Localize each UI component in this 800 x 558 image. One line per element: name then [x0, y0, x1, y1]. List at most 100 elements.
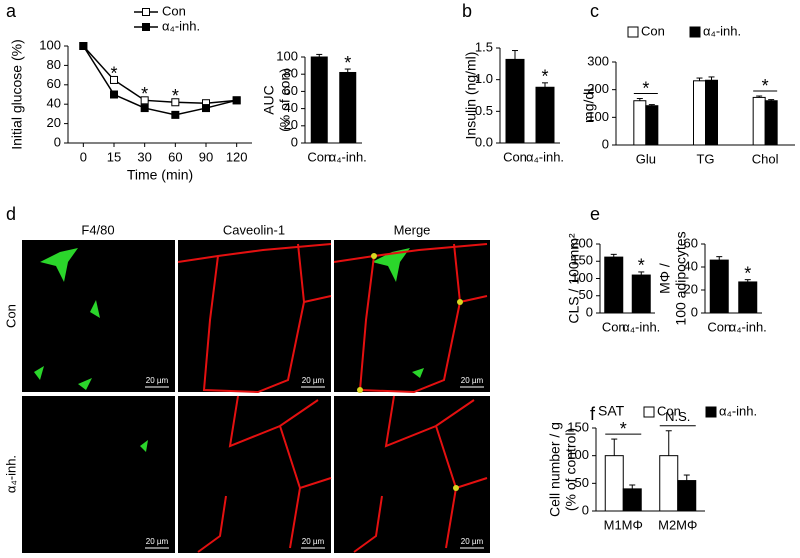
x-tick-label: M2MΦ [658, 517, 697, 532]
line [82, 45, 237, 104]
marker [171, 98, 180, 107]
line [82, 45, 237, 116]
y-tick-label: 150 [567, 419, 589, 434]
annotation: * [541, 67, 548, 87]
legend-swatch [705, 406, 717, 418]
annotation: * [744, 263, 751, 283]
bar [505, 58, 525, 144]
legend-label: Con [641, 23, 665, 38]
x-tick-label: 120 [226, 149, 248, 164]
y-axis-label: AUC [261, 85, 277, 115]
scale-bar-label: 20 µm [302, 376, 325, 385]
x-tick-label: Con [602, 319, 626, 334]
scale-bar-label: 20 µm [461, 537, 484, 546]
y-tick-label: 0.5 [475, 103, 493, 118]
y-axis-label: Cell number / g [547, 422, 563, 517]
row-label: α₄-inh. [3, 455, 18, 493]
y-tick-label: 0 [582, 502, 589, 517]
error-bar [542, 82, 548, 88]
legend-marker [142, 23, 150, 31]
bar [659, 455, 679, 512]
panel-label: a [6, 1, 17, 21]
legend-label: α₄-inh. [703, 23, 741, 38]
x-tick-label: M1MΦ [604, 517, 643, 532]
annotation: * [638, 256, 645, 276]
bar [677, 480, 697, 512]
error-bar [696, 77, 703, 81]
y-axis-label: mg/dL [581, 84, 597, 123]
column-header: Merge [394, 222, 431, 237]
error-bar [756, 95, 763, 98]
marker [202, 104, 210, 113]
error-bar [648, 104, 655, 106]
y-tick-label: 100 [276, 48, 298, 63]
merge-overlap [357, 253, 463, 491]
y-tick-label: 0.0 [475, 134, 493, 149]
error-bar [683, 474, 690, 481]
annotation: * [762, 76, 769, 96]
error-bar [610, 253, 617, 258]
y-tick-label: 100 [39, 37, 61, 52]
y-tick-label: 0 [54, 134, 61, 149]
bar [622, 488, 642, 512]
bar [339, 71, 357, 144]
chart-title: SAT [598, 403, 625, 419]
y-tick-label: 100 [567, 447, 589, 462]
bar [738, 281, 758, 314]
y-tick-label: 40 [47, 96, 61, 111]
legend-label: α₄-inh. [719, 403, 757, 418]
bar [633, 100, 647, 146]
y-tick-label: 60 [47, 76, 61, 91]
bar [645, 105, 659, 146]
panel-label: d [6, 204, 16, 224]
bar [752, 96, 766, 146]
x-tick-label: Chol [752, 151, 779, 166]
bar [764, 100, 778, 146]
y-tick-label: 200 [587, 81, 609, 96]
image [178, 396, 331, 553]
annotation: N.S. [665, 409, 690, 424]
y-tick-label: 60 [684, 235, 698, 250]
panel-label: b [462, 1, 472, 21]
panel-label: f [590, 404, 596, 424]
legend-label: Con [657, 403, 681, 418]
bar [604, 455, 624, 512]
image [22, 396, 175, 553]
bar [310, 56, 328, 144]
x-tick-label: TG [696, 151, 714, 166]
annotation: * [110, 64, 117, 84]
x-tick-label: 30 [137, 149, 151, 164]
x-tick-label: Con [307, 149, 331, 164]
row-label: Con [3, 304, 18, 328]
bar [705, 79, 718, 146]
marker [79, 42, 88, 50]
marker [232, 96, 241, 105]
marker [110, 90, 118, 99]
y-axis-label: CLS / 100mm² [566, 233, 582, 324]
error-bar [344, 68, 351, 73]
x-tick-label: 90 [199, 149, 213, 164]
y-tick-label: 40 [684, 258, 698, 273]
y-tick-label: 0 [602, 136, 609, 151]
y-tick-label: 0 [291, 134, 298, 149]
y-tick-label: 150 [571, 253, 593, 268]
micrographs [22, 240, 490, 553]
panel-label: c [590, 1, 599, 21]
x-tick-label: Con [503, 149, 527, 164]
bar [535, 86, 555, 144]
green-signal [34, 248, 424, 452]
error-bar [744, 279, 751, 282]
y-axis-label: 100 adipocytes [673, 231, 689, 325]
y-tick-label: 20 [684, 281, 698, 296]
y-tick-label: 100 [571, 270, 593, 285]
annotation: * [141, 84, 148, 104]
error-bar [611, 438, 618, 456]
error-bar [665, 430, 672, 456]
bar [709, 259, 729, 314]
x-tick-label: α₄-inh. [329, 149, 367, 164]
error-bar [638, 271, 645, 276]
y-tick-label: 100 [587, 109, 609, 124]
scale-bar-label: 20 µm [302, 537, 325, 546]
annotation: * [172, 86, 179, 106]
y-tick-label: 40 [284, 100, 298, 115]
